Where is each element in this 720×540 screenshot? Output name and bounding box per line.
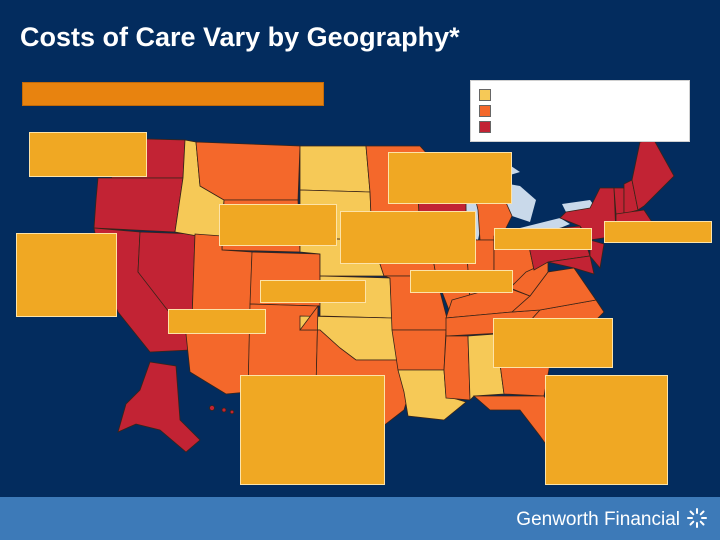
slide-title: Costs of Care Vary by Geography* xyxy=(20,22,460,52)
callout-box xyxy=(494,228,592,250)
legend-swatch-mid xyxy=(479,105,491,117)
footer-bar: Genworth Financial xyxy=(0,497,720,540)
callout-box xyxy=(340,211,476,264)
state-maine xyxy=(631,139,675,211)
starburst-icon xyxy=(687,508,707,528)
callout-box xyxy=(388,152,512,204)
subtitle-banner xyxy=(22,82,324,106)
state-oregon xyxy=(93,177,184,233)
callout-box xyxy=(493,318,613,368)
callout-box xyxy=(410,270,513,293)
callout-box xyxy=(29,132,147,177)
brand-name: Genworth Financial xyxy=(516,509,680,530)
legend-swatch-high xyxy=(479,121,491,133)
callout-box xyxy=(240,375,385,485)
state-mississippi xyxy=(443,335,471,401)
state-alaska xyxy=(117,361,201,453)
states xyxy=(93,137,675,471)
legend xyxy=(470,80,690,142)
callout-box xyxy=(168,309,266,334)
legend-swatch-low xyxy=(479,89,491,101)
state-arkansas xyxy=(391,329,447,371)
callout-box xyxy=(219,204,337,246)
state-maryland xyxy=(547,255,595,275)
callout-box xyxy=(260,280,366,303)
callout-box xyxy=(545,375,668,485)
state-vermont xyxy=(613,187,625,215)
state-montana xyxy=(195,141,301,201)
state-new-jersey xyxy=(589,239,605,269)
callout-box xyxy=(16,233,117,317)
state-north-dakota xyxy=(299,145,371,193)
callout-box xyxy=(604,221,712,243)
state-hawaii xyxy=(209,405,235,415)
